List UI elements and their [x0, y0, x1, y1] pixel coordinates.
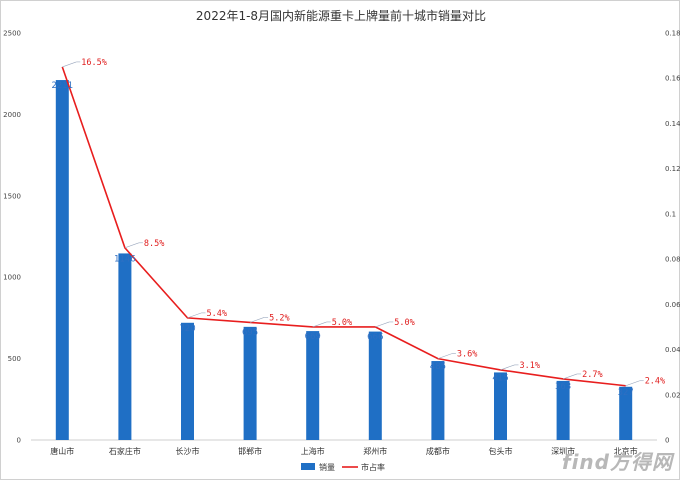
- leader-line: [62, 61, 77, 68]
- bar-value-label: 485: [430, 362, 446, 372]
- leader-line: [437, 353, 453, 359]
- legend-bar-swatch: [301, 463, 315, 470]
- bar-value-label: 1146: [114, 254, 136, 264]
- leader-line: [187, 312, 202, 319]
- category-label: 唐山市: [50, 446, 74, 456]
- bar: [118, 253, 132, 440]
- category-label: 深圳市: [551, 446, 575, 456]
- leader-line: [312, 321, 327, 328]
- share-line-path: [61, 66, 626, 387]
- axes: 0 500 1000 1500 2000 2500 0 0.02 0.04 0.06 0.08 0.1…: [3, 30, 680, 457]
- right-tick-label: 0.16: [665, 75, 680, 83]
- share-value-label: 3.1%: [520, 361, 540, 371]
- data-labels: 2211 1146 720 695 669 666 485 415 363 327 16.5% 8.5…: [51, 58, 665, 398]
- bar: [556, 380, 570, 440]
- bar: [55, 80, 69, 441]
- bar: [494, 372, 507, 440]
- legend: 销量 市占率: [301, 462, 385, 472]
- watermark-logo: find方得网: [561, 450, 673, 474]
- bar-value-label: 2211: [51, 81, 73, 91]
- share-value-label: 16.5%: [81, 58, 107, 68]
- category-label: 包头市: [489, 446, 513, 456]
- legend-bar-label: 销量: [319, 462, 335, 472]
- right-tick-label: 0.04: [665, 346, 680, 354]
- leader-line: [124, 242, 140, 249]
- category-label: 邯郸市: [238, 446, 262, 456]
- bar: [619, 386, 633, 440]
- right-tick-label: 0.18: [665, 30, 680, 38]
- share-value-label: 5.0%: [332, 318, 352, 328]
- leader-line: [625, 380, 640, 387]
- bar: [306, 331, 320, 440]
- bar: [431, 361, 445, 440]
- left-tick-label: 2500: [3, 30, 21, 38]
- left-tick-label: 500: [8, 355, 21, 363]
- legend-line-label: 市占率: [361, 462, 385, 472]
- bar-value-label: 327: [618, 388, 634, 398]
- right-tick-label: 0.14: [665, 120, 680, 128]
- share-value-label: 2.4%: [645, 377, 665, 387]
- category-label: 郑州市: [363, 446, 387, 456]
- share-value-label: 5.0%: [394, 318, 414, 328]
- share-value-label: 2.7%: [582, 370, 602, 380]
- right-tick-label: 0.08: [665, 256, 680, 264]
- share-value-label: 8.5%: [144, 239, 164, 249]
- bar-value-label: 695: [242, 328, 258, 338]
- left-tick-label: 1500: [3, 192, 21, 200]
- right-tick-label: 0.02: [665, 391, 680, 399]
- chart-title: 2022年1-8月国内新能源重卡上牌量前十城市销量对比: [196, 8, 486, 23]
- bar-value-label: 363: [555, 382, 571, 392]
- left-tick-label: 0: [17, 437, 21, 445]
- category-label: 北京市: [614, 446, 638, 456]
- bar-value-label: 720: [179, 324, 195, 334]
- left-tick-label: 2000: [3, 111, 21, 119]
- bar-value-label: 415: [492, 373, 508, 383]
- leader-line: [375, 321, 390, 328]
- right-tick-label: 0.1: [665, 210, 676, 218]
- bars: [55, 80, 633, 441]
- share-value-label: 5.2%: [269, 313, 289, 323]
- share-value-label: 5.4%: [207, 309, 227, 319]
- bar-value-label: 669: [305, 332, 321, 342]
- left-tick-label: 1000: [3, 274, 21, 282]
- category-label: 成都市: [426, 446, 450, 456]
- category-label: 长沙市: [176, 446, 200, 456]
- bar: [181, 322, 194, 440]
- leader-line: [249, 317, 265, 323]
- share-line: [61, 66, 626, 387]
- category-label: 石家庄市: [109, 446, 141, 456]
- share-value-label: 3.6%: [457, 350, 477, 360]
- leader-line: [562, 373, 578, 380]
- right-tick-label: 0.12: [665, 165, 680, 173]
- bar: [243, 326, 257, 440]
- right-tick-label: 0.06: [665, 301, 680, 309]
- leader-line: [500, 364, 515, 371]
- right-tick-label: 0: [665, 437, 669, 445]
- bar-value-label: 666: [367, 333, 383, 343]
- category-label: 上海市: [301, 446, 325, 456]
- bar: [368, 331, 382, 440]
